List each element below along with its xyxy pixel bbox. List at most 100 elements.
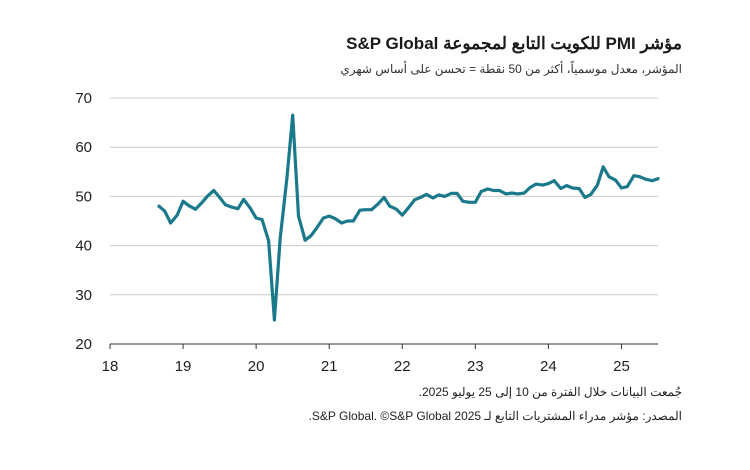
data-point	[364, 208, 368, 212]
y-tick-label: 70	[75, 90, 92, 107]
data-point	[194, 207, 197, 211]
data-point	[230, 205, 234, 209]
y-tick-label: 50	[75, 188, 92, 205]
data-point	[534, 182, 538, 186]
data-point	[205, 194, 209, 198]
data-point	[212, 189, 216, 192]
data-point	[419, 195, 422, 199]
series-line-0	[157, 113, 660, 322]
chart-subtitle: المؤشر، معدل موسمياً، أكثر من 50 نقطة = …	[340, 62, 682, 76]
series-layer	[157, 113, 660, 322]
data-point	[541, 183, 545, 187]
data-point	[382, 195, 386, 199]
x-tick-label: 22	[394, 358, 411, 375]
x-axis	[109, 343, 658, 349]
data-point	[242, 197, 246, 201]
x-tick-label: 25	[613, 358, 630, 375]
gridlines	[110, 97, 658, 296]
data-point	[376, 202, 380, 206]
data-point	[571, 186, 574, 190]
data-point	[236, 207, 240, 211]
data-point	[625, 185, 629, 189]
y-tick-label: 40	[75, 238, 92, 255]
data-point	[291, 113, 295, 117]
data-point	[437, 193, 441, 197]
y-tick-label: 30	[75, 287, 92, 304]
data-point	[650, 179, 654, 183]
chart-title: مؤشر PMI للكويت التابع لمجموعة S&P Globa…	[346, 34, 682, 53]
data-point	[504, 192, 508, 196]
source-note: المصدر: مؤشر مدراء المشتريات التابع لـ S…	[308, 409, 682, 423]
data-point	[492, 189, 496, 192]
data-point	[267, 239, 271, 243]
data-point	[218, 195, 222, 199]
y-tick-label: 60	[75, 139, 92, 156]
data-point	[248, 206, 252, 210]
data-point	[321, 216, 325, 220]
data-point	[468, 200, 471, 204]
data-point	[169, 221, 173, 225]
data-point	[157, 204, 161, 208]
data-point	[479, 190, 483, 193]
data-point	[638, 175, 642, 179]
data-point	[400, 213, 404, 217]
data-point	[589, 192, 593, 196]
data-point	[644, 177, 648, 181]
data-point	[522, 191, 526, 195]
x-tick-label: 18	[102, 358, 119, 375]
data-point	[656, 177, 660, 181]
data-point	[486, 187, 490, 191]
data-point	[461, 199, 465, 203]
data-point	[632, 174, 636, 178]
data-point	[285, 177, 289, 181]
data-point	[406, 206, 410, 210]
data-point	[601, 165, 605, 169]
data-point	[175, 213, 179, 217]
x-tick-label: 23	[467, 358, 484, 375]
data-point	[497, 189, 501, 192]
data-point	[394, 207, 398, 211]
data-point	[278, 236, 282, 240]
data-point	[346, 219, 349, 223]
data-point	[327, 214, 331, 218]
x-tick-label: 19	[175, 358, 192, 375]
data-point	[163, 209, 167, 213]
data-point	[614, 178, 618, 182]
x-tick-label: 21	[321, 358, 338, 375]
data-point	[333, 217, 337, 220]
data-point	[358, 208, 362, 212]
data-point	[297, 214, 300, 218]
data-point	[455, 191, 459, 195]
data-point	[546, 182, 550, 186]
data-point	[315, 226, 319, 230]
data-point	[559, 187, 563, 190]
data-point	[272, 318, 276, 322]
data-point	[510, 191, 514, 195]
x-tick-label: 24	[540, 358, 557, 375]
data-point	[351, 219, 355, 223]
data-point	[370, 208, 374, 212]
data-point	[309, 234, 313, 238]
data-point	[199, 201, 203, 205]
x-tick-label: 20	[248, 358, 265, 375]
data-point	[340, 221, 344, 225]
data-point	[424, 192, 428, 196]
data-point	[388, 204, 392, 208]
data-point	[516, 192, 520, 196]
data-collection-note: جُمعت البيانات خلال الفترة من 10 إلى 25 …	[418, 385, 682, 399]
data-point	[223, 203, 227, 207]
data-point	[595, 183, 599, 187]
data-point	[187, 204, 191, 208]
data-point	[565, 184, 569, 188]
data-point	[413, 198, 417, 202]
data-point	[431, 196, 435, 200]
data-point	[443, 194, 447, 198]
data-point	[303, 238, 307, 242]
data-point	[449, 191, 453, 195]
data-point	[620, 186, 623, 190]
data-point	[181, 199, 185, 203]
tick-labels: 20 30 40 50 60 70 18 19 20 21 22 23 24 25	[75, 90, 629, 375]
data-point	[607, 175, 611, 179]
data-point	[254, 216, 258, 220]
